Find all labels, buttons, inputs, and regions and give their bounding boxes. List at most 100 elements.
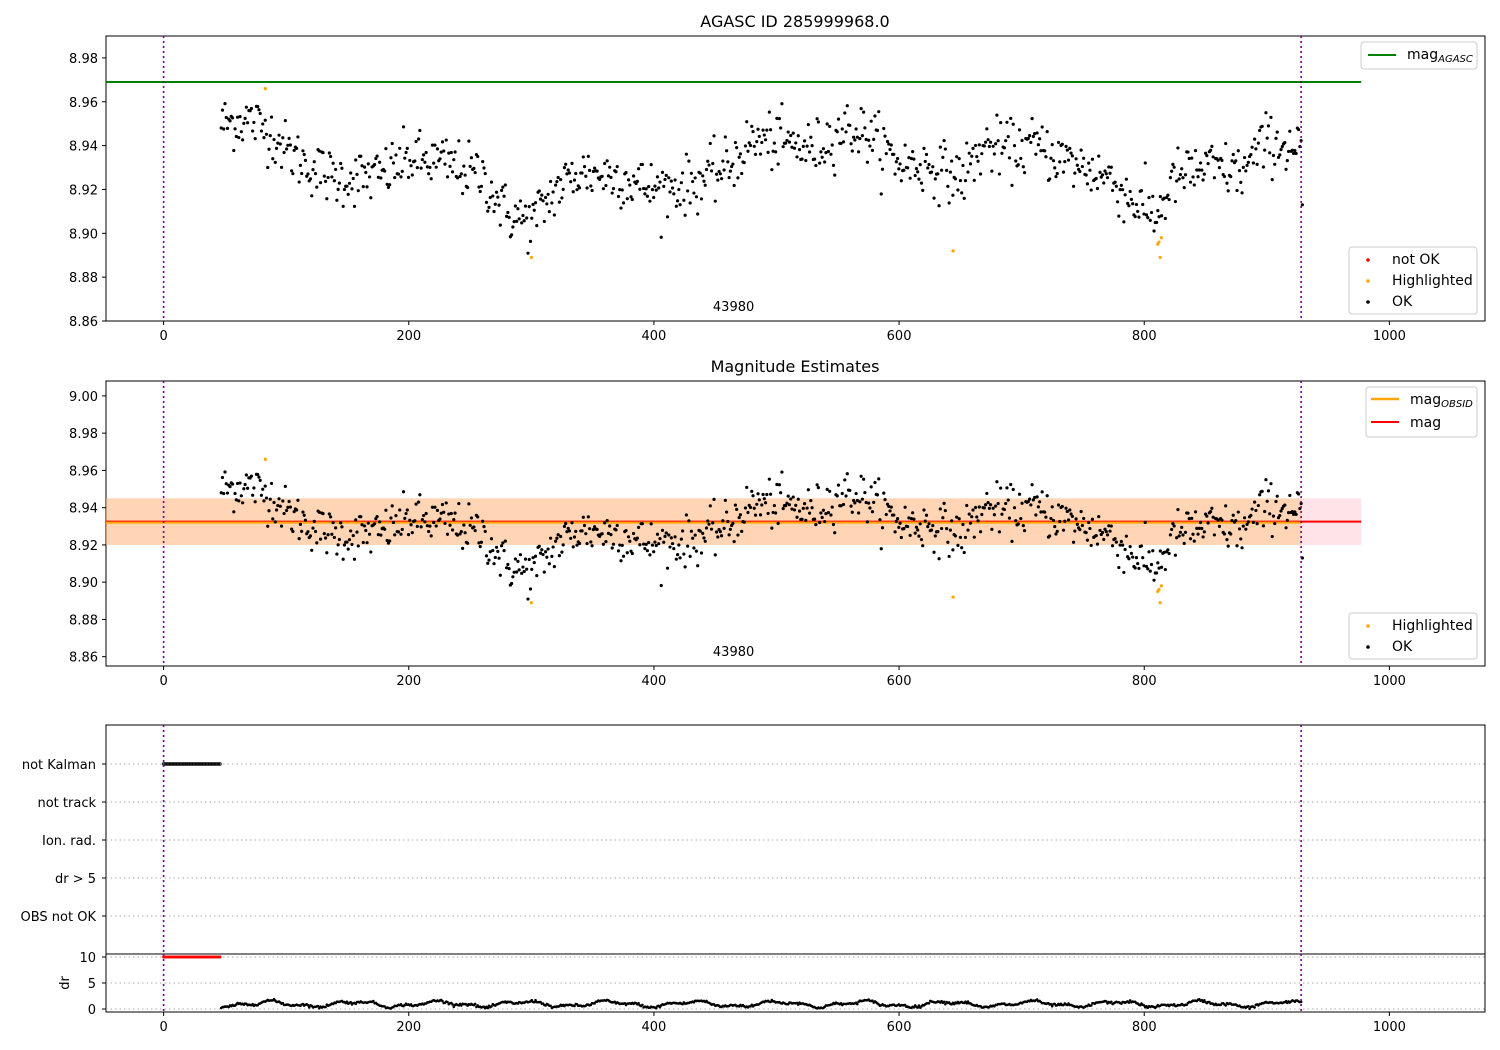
ok-point	[488, 550, 492, 554]
ok-point	[564, 162, 568, 166]
ok-point	[1105, 176, 1110, 180]
ok-point	[557, 554, 562, 558]
ok-point	[951, 548, 955, 552]
ok-point	[286, 143, 290, 147]
x-tick-label: 0	[159, 674, 167, 689]
ok-point	[1022, 171, 1027, 175]
ok-point	[1216, 158, 1220, 162]
ok-point	[758, 152, 763, 156]
ok-point	[483, 529, 487, 534]
ok-point	[287, 499, 291, 504]
ok-point	[1087, 161, 1091, 165]
ok-point	[961, 163, 965, 168]
ok-point	[235, 115, 240, 119]
ok-point	[219, 491, 223, 495]
ok-point	[1230, 518, 1234, 523]
ok-point	[772, 141, 776, 145]
ok-point	[1251, 520, 1255, 525]
ok-point	[870, 148, 875, 152]
ok-point	[937, 557, 941, 561]
ok-point	[527, 557, 531, 562]
ok-point	[582, 165, 587, 169]
ok-point	[1162, 550, 1166, 554]
ok-point	[740, 529, 744, 533]
ok-point	[833, 173, 837, 177]
ok-point	[1049, 156, 1053, 160]
ok-point	[845, 472, 849, 476]
ok-point	[224, 482, 228, 486]
ok-point	[796, 134, 800, 138]
dr-point	[856, 1002, 859, 1006]
ok-point	[301, 510, 305, 514]
ok-point	[593, 525, 597, 529]
ok-point	[400, 169, 404, 173]
ok-point	[893, 172, 897, 176]
ok-point	[306, 530, 310, 534]
ok-point	[468, 523, 472, 527]
ok-point	[430, 505, 435, 509]
ok-point	[408, 158, 412, 163]
ok-point	[771, 510, 775, 515]
ok-point	[416, 500, 421, 504]
ok-point	[650, 188, 655, 192]
ok-point	[684, 513, 688, 517]
ok-point	[706, 519, 710, 523]
ok-point	[1226, 544, 1230, 548]
ok-point	[1291, 512, 1296, 516]
ok-point	[424, 150, 428, 155]
ok-point	[648, 199, 652, 203]
ok-point	[642, 186, 646, 191]
flag-category-label: not Kalman	[22, 758, 96, 773]
ok-point	[841, 140, 846, 144]
ok-point	[848, 123, 852, 127]
ok-point	[388, 183, 392, 187]
ok-point	[516, 559, 520, 563]
ok-point	[898, 521, 902, 525]
dr-point	[1253, 1006, 1256, 1009]
ok-point	[976, 159, 980, 163]
ok-point	[478, 189, 482, 194]
ok-point	[405, 146, 409, 150]
ok-point	[914, 167, 919, 171]
ok-point	[667, 176, 671, 180]
dr-point	[532, 1000, 536, 1004]
dr-point	[473, 1002, 477, 1006]
ok-point	[396, 172, 401, 176]
highlighted-point	[263, 87, 267, 91]
ok-point	[565, 530, 569, 534]
ok-point	[753, 152, 758, 157]
ok-point	[766, 150, 770, 154]
ok-point	[1109, 165, 1113, 169]
ok-point	[396, 530, 401, 534]
ok-point	[1270, 178, 1274, 182]
ok-point	[824, 150, 828, 155]
ok-point	[711, 521, 715, 525]
ok-point	[478, 545, 482, 549]
ok-point	[434, 524, 438, 528]
ok-point	[1073, 171, 1077, 175]
ok-point	[266, 165, 270, 170]
ok-point	[917, 534, 921, 538]
ok-point	[287, 136, 291, 140]
ok-point	[1192, 539, 1196, 543]
ok-point	[1175, 179, 1179, 183]
ok-point	[786, 130, 790, 134]
ok-point	[1066, 518, 1071, 522]
ok-point	[401, 490, 406, 494]
ok-point	[948, 528, 952, 532]
legend-highlighted-label: Highlighted	[1392, 273, 1473, 289]
ok-point	[410, 173, 414, 177]
ok-point	[1244, 169, 1248, 173]
ok-point	[688, 554, 692, 558]
ok-point	[746, 149, 750, 153]
ok-point	[251, 493, 255, 497]
ok-point	[233, 491, 237, 496]
ok-point	[252, 486, 256, 490]
ok-point	[1152, 229, 1156, 233]
ok-point	[505, 566, 509, 570]
ok-point	[1073, 529, 1077, 533]
ok-point	[356, 544, 360, 548]
ok-point	[473, 170, 477, 175]
dr-point	[345, 1000, 349, 1004]
ok-point	[220, 108, 225, 112]
